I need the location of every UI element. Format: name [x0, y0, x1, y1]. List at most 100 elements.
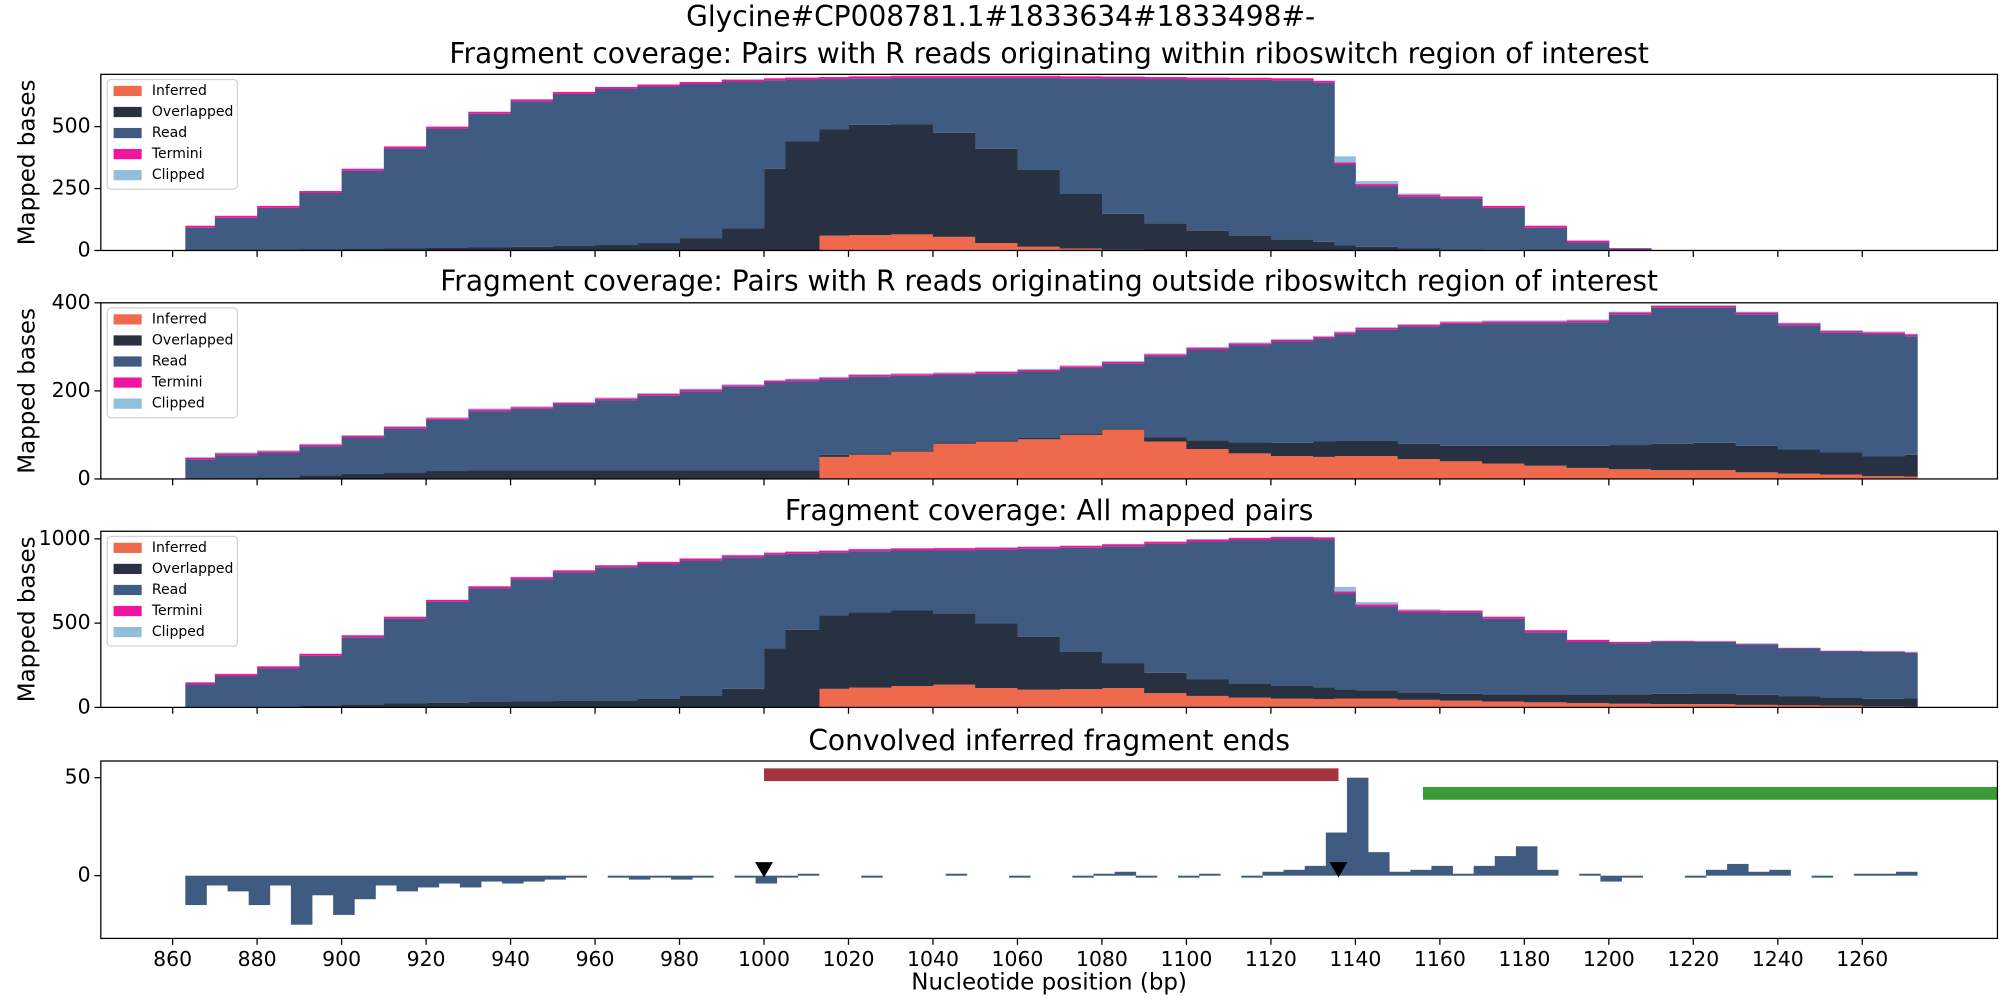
legend-swatch — [113, 170, 142, 181]
area-step — [1397, 324, 1441, 327]
legend-label: Overlapped — [152, 561, 234, 577]
area-step — [1524, 465, 1568, 479]
area-step — [785, 381, 820, 471]
bar — [1684, 875, 1707, 878]
area-step — [818, 688, 850, 708]
area-step — [890, 375, 934, 451]
area-step — [785, 77, 820, 80]
area-step — [341, 473, 385, 479]
bar — [375, 875, 397, 886]
area-step — [932, 236, 976, 251]
area-step — [932, 77, 976, 133]
area-step — [1651, 305, 1694, 306]
area-step — [595, 700, 638, 708]
area-step — [1334, 689, 1356, 699]
area-step — [890, 610, 934, 686]
x-tick-label: 1040 — [907, 947, 959, 971]
area-step — [1482, 207, 1525, 250]
area-step — [637, 393, 681, 396]
area-step — [1270, 339, 1314, 342]
x-tick-label: 1120 — [1245, 947, 1297, 971]
area-step — [383, 426, 427, 427]
area-step — [468, 409, 512, 412]
area-step — [1397, 692, 1441, 700]
panel: Fragment coverage: Pairs with R reads or… — [15, 264, 1999, 490]
area-step — [785, 553, 820, 630]
area-step — [1101, 213, 1145, 250]
area-step — [1334, 334, 1356, 441]
area-step — [932, 375, 976, 443]
area-step — [1482, 321, 1525, 324]
area-step — [721, 470, 765, 479]
area-step — [1228, 453, 1272, 479]
bar — [396, 875, 419, 892]
area-step — [721, 688, 765, 708]
area-step — [1904, 334, 1918, 337]
area-step — [764, 379, 786, 381]
area-step — [932, 548, 976, 551]
area-step — [1059, 367, 1103, 434]
area-step — [1270, 442, 1314, 457]
area-step — [679, 82, 723, 85]
area-step — [1334, 440, 1356, 457]
area-step — [1059, 248, 1103, 251]
area-step — [1820, 705, 1863, 708]
area-step — [975, 547, 1018, 550]
x-tick-label: 1160 — [1414, 947, 1466, 971]
area-step — [1482, 320, 1525, 322]
area-step — [1334, 245, 1356, 251]
area-step — [1439, 198, 1483, 250]
area-step — [383, 248, 427, 251]
area-step — [510, 101, 554, 247]
area-step — [1355, 440, 1399, 457]
area-step — [1566, 320, 1610, 323]
area-step — [932, 132, 976, 237]
area-step — [1735, 643, 1779, 645]
marker — [755, 862, 773, 878]
area-step — [1228, 235, 1272, 251]
bar — [628, 875, 651, 880]
legend: Inferred Overlapped Read Termini Clipped — [106, 307, 239, 419]
area-step — [1355, 456, 1399, 479]
area-step — [1270, 539, 1314, 686]
y-axis-label: Mapped bases — [15, 80, 41, 246]
panel: Fragment coverage: All mapped pairs Mappe… — [15, 494, 1999, 718]
area-step — [1059, 366, 1103, 368]
legend-label: Read — [152, 354, 187, 370]
x-tick-label: 920 — [407, 947, 446, 971]
area-step — [1228, 79, 1272, 236]
y-tick-label: 50 — [65, 765, 91, 789]
area-step — [1144, 77, 1187, 80]
area-step — [637, 393, 681, 394]
area-step — [510, 577, 554, 580]
area-step — [679, 238, 723, 251]
area-step — [1777, 325, 1821, 450]
area-step — [1355, 690, 1399, 699]
area-step — [848, 551, 892, 613]
area-step — [341, 168, 385, 171]
area-step — [818, 552, 850, 616]
area-step — [468, 470, 512, 479]
area-step — [341, 437, 385, 474]
area-step — [932, 442, 976, 444]
area-step — [1017, 169, 1061, 247]
area-step — [1144, 437, 1187, 442]
area-step — [426, 417, 469, 419]
legend-label: Clipped — [152, 167, 205, 183]
area-step — [890, 234, 934, 251]
x-tick-label: 1220 — [1667, 947, 1719, 971]
area-step — [1186, 77, 1230, 80]
panel-title: Fragment coverage: All mapped pairs — [785, 494, 1313, 527]
area-step — [1524, 702, 1568, 708]
area-step — [341, 170, 385, 249]
area-step — [1059, 193, 1103, 249]
area-step — [818, 235, 850, 251]
bar — [312, 875, 334, 896]
area-step — [1482, 616, 1525, 619]
area-step — [1270, 685, 1314, 699]
area-step — [1524, 225, 1568, 228]
y-tick-label: 0 — [78, 694, 91, 718]
area-step — [1144, 543, 1187, 673]
area-step — [1101, 546, 1145, 664]
legend-swatch — [113, 398, 142, 409]
